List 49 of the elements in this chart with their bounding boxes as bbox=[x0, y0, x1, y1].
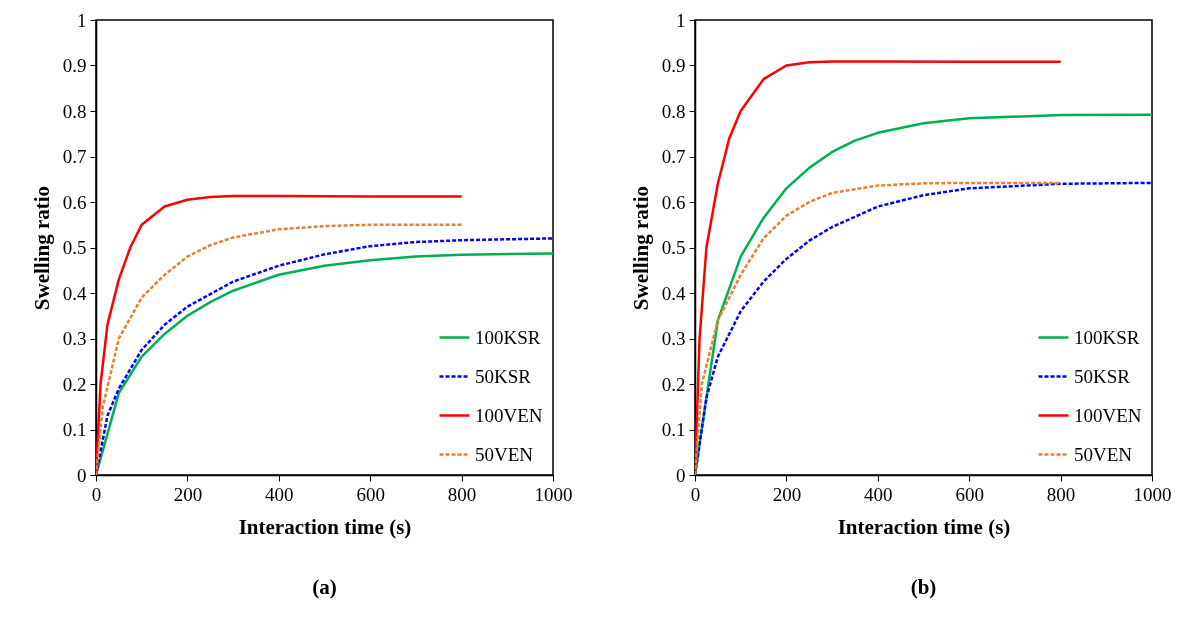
text: (a) bbox=[312, 575, 337, 599]
x-tick-label: 800 bbox=[1046, 483, 1076, 505]
y-tick-label: 0.7 bbox=[62, 146, 87, 167]
y-tick-label: 0.6 bbox=[62, 191, 87, 213]
y-tick-label: 1 bbox=[676, 9, 686, 31]
x-tick-label: 800 bbox=[447, 483, 477, 505]
legend-label: 100KSR bbox=[1074, 326, 1140, 348]
y-axis-title: Swelling ratio bbox=[29, 185, 54, 311]
x-tick-label: 0 bbox=[91, 483, 102, 505]
y-tick-label: 0.2 bbox=[661, 373, 686, 395]
y-tick-label: 0.7 bbox=[661, 146, 686, 167]
x-tick-label: 600 bbox=[955, 483, 984, 505]
y-tick-label: 0.5 bbox=[661, 237, 686, 258]
text: (b) bbox=[910, 575, 937, 599]
x-tick-label: 600 bbox=[356, 483, 385, 505]
y-axis-title: Swelling ratio bbox=[628, 185, 653, 311]
y-tick-label: 0.6 bbox=[661, 191, 686, 213]
y-tick-label: 0.5 bbox=[62, 237, 87, 258]
legend-label: 50KSR bbox=[1074, 365, 1131, 387]
y-tick-label: 0.3 bbox=[661, 328, 686, 349]
y-tick-label: 0 bbox=[77, 464, 87, 486]
y-tick-label: 0.1 bbox=[62, 419, 87, 440]
y-tick-label: 0.4 bbox=[661, 282, 686, 304]
y-tick-label: 0.9 bbox=[661, 55, 686, 76]
legend-label: 100VEN bbox=[475, 404, 543, 426]
y-tick-label: 0.8 bbox=[62, 100, 87, 122]
legend-label: 50VEN bbox=[1074, 443, 1133, 465]
x-tick-label: 200 bbox=[772, 483, 802, 505]
y-tick-label: 0.4 bbox=[62, 282, 87, 304]
y-tick-label: 0.3 bbox=[62, 328, 87, 349]
y-tick-label: 0.9 bbox=[62, 55, 87, 76]
x-tick-label: 400 bbox=[265, 483, 294, 505]
x-tick-label: 1000 bbox=[534, 483, 573, 505]
y-tick-label: 0.8 bbox=[661, 100, 686, 122]
x-tick-label: 1000 bbox=[1133, 483, 1172, 505]
y-tick-label: 1 bbox=[77, 9, 87, 31]
legend-label: 50VEN bbox=[475, 443, 534, 465]
x-tick-label: 0 bbox=[690, 483, 701, 505]
legend-label: 100VEN bbox=[1074, 404, 1142, 426]
x-axis-title: Interaction time (s) bbox=[837, 514, 1011, 539]
legend-label: 100KSR bbox=[475, 326, 541, 348]
y-tick-label: 0.2 bbox=[62, 373, 87, 395]
line-series bbox=[695, 181, 1062, 475]
x-tick-label: 200 bbox=[173, 483, 203, 505]
y-tick-label: 0 bbox=[676, 464, 686, 486]
legend-label: 50KSR bbox=[475, 365, 532, 387]
x-axis-title: Interaction time (s) bbox=[238, 514, 412, 539]
x-tick-label: 400 bbox=[864, 483, 893, 505]
y-tick-label: 0.1 bbox=[661, 419, 686, 440]
